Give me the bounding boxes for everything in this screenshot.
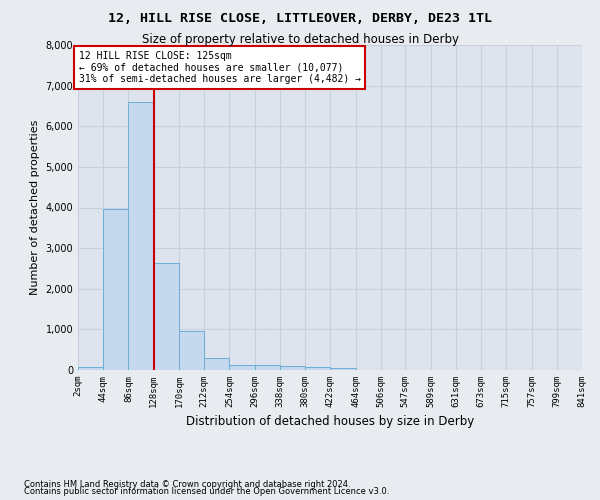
Bar	[331, 368, 356, 370]
Bar	[128, 102, 154, 370]
Bar	[154, 264, 179, 370]
Text: Contains HM Land Registry data © Crown copyright and database right 2024.: Contains HM Land Registry data © Crown c…	[24, 480, 350, 489]
Y-axis label: Number of detached properties: Number of detached properties	[30, 120, 40, 295]
Bar	[229, 364, 254, 370]
Text: Contains public sector information licensed under the Open Government Licence v3: Contains public sector information licen…	[24, 487, 389, 496]
X-axis label: Distribution of detached houses by size in Derby: Distribution of detached houses by size …	[186, 416, 474, 428]
Bar	[280, 366, 305, 370]
Text: 12, HILL RISE CLOSE, LITTLEOVER, DERBY, DE23 1TL: 12, HILL RISE CLOSE, LITTLEOVER, DERBY, …	[108, 12, 492, 26]
Bar	[179, 332, 204, 370]
Bar	[305, 367, 331, 370]
Text: 12 HILL RISE CLOSE: 125sqm
← 69% of detached houses are smaller (10,077)
31% of : 12 HILL RISE CLOSE: 125sqm ← 69% of deta…	[79, 51, 361, 84]
Text: Size of property relative to detached houses in Derby: Size of property relative to detached ho…	[142, 32, 458, 46]
Bar	[78, 367, 103, 370]
Bar	[204, 358, 229, 370]
Bar	[254, 365, 280, 370]
Bar	[103, 208, 128, 370]
